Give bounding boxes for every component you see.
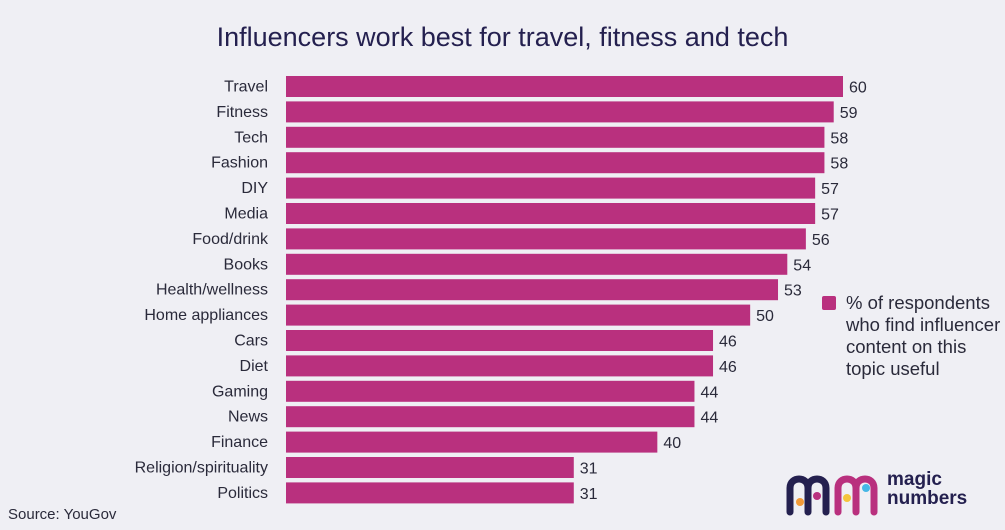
bar: [286, 380, 695, 402]
bar: [286, 457, 574, 478]
category-label: Fashion: [211, 155, 268, 172]
value-label: 44: [700, 384, 718, 401]
bar: [286, 177, 816, 199]
category-label: Books: [224, 256, 268, 273]
bar: [286, 101, 834, 123]
category-label: Diet: [240, 358, 269, 375]
bar: [286, 406, 695, 428]
category-label: Home appliances: [144, 307, 268, 324]
value-label: 58: [830, 156, 848, 173]
logo-wordmark: magic numbers: [887, 470, 987, 508]
category-label: Tech: [234, 129, 268, 146]
brand-logo: magic numbers: [786, 466, 986, 516]
value-label: 57: [821, 181, 839, 198]
bar: [286, 203, 816, 224]
category-label: Politics: [217, 485, 268, 502]
category-label: Travel: [224, 79, 268, 96]
bar: [286, 279, 779, 301]
category-label: Religion/spirituality: [135, 460, 268, 477]
bar: [286, 76, 843, 97]
value-label: 53: [784, 283, 802, 300]
value-label: 44: [700, 410, 718, 427]
bar: [286, 152, 825, 174]
value-label: 46: [719, 359, 737, 376]
bar: [286, 482, 574, 504]
value-label: 50: [756, 308, 774, 325]
value-label: 54: [793, 257, 811, 274]
value-label: 31: [580, 461, 598, 478]
category-label: Gaming: [212, 383, 268, 400]
value-label: 46: [719, 334, 737, 351]
value-label: 31: [580, 486, 598, 503]
logo-line-2: numbers: [887, 488, 968, 509]
logo-mark-icon: [786, 475, 878, 516]
bar: [286, 126, 825, 148]
category-label: Food/drink: [192, 231, 269, 248]
value-label: 59: [840, 105, 858, 122]
category-label: Fitness: [216, 104, 268, 121]
bar: [286, 355, 714, 377]
value-label: 56: [812, 232, 830, 249]
value-label: 40: [663, 435, 681, 452]
category-label: Finance: [211, 434, 268, 451]
category-label: DIY: [241, 180, 268, 197]
value-label: 58: [830, 130, 848, 147]
bar: [286, 330, 714, 351]
bar: [286, 228, 806, 250]
category-label: Health/wellness: [156, 282, 268, 299]
category-label: Media: [224, 206, 268, 223]
category-label: News: [228, 409, 268, 426]
category-label: Cars: [234, 333, 268, 350]
chart-title: Influencers work best for travel, fitnes…: [216, 22, 789, 52]
value-label: 60: [849, 80, 867, 97]
value-label: 57: [821, 207, 839, 224]
legend-label: % of respondents who find influencer con…: [846, 292, 1001, 379]
bar: [286, 431, 658, 453]
legend-swatch: [822, 296, 836, 310]
logo-line-1: magic: [887, 469, 942, 490]
bar: [286, 253, 788, 275]
bar: [286, 304, 751, 326]
source-note: Source: YouGov: [8, 506, 117, 523]
